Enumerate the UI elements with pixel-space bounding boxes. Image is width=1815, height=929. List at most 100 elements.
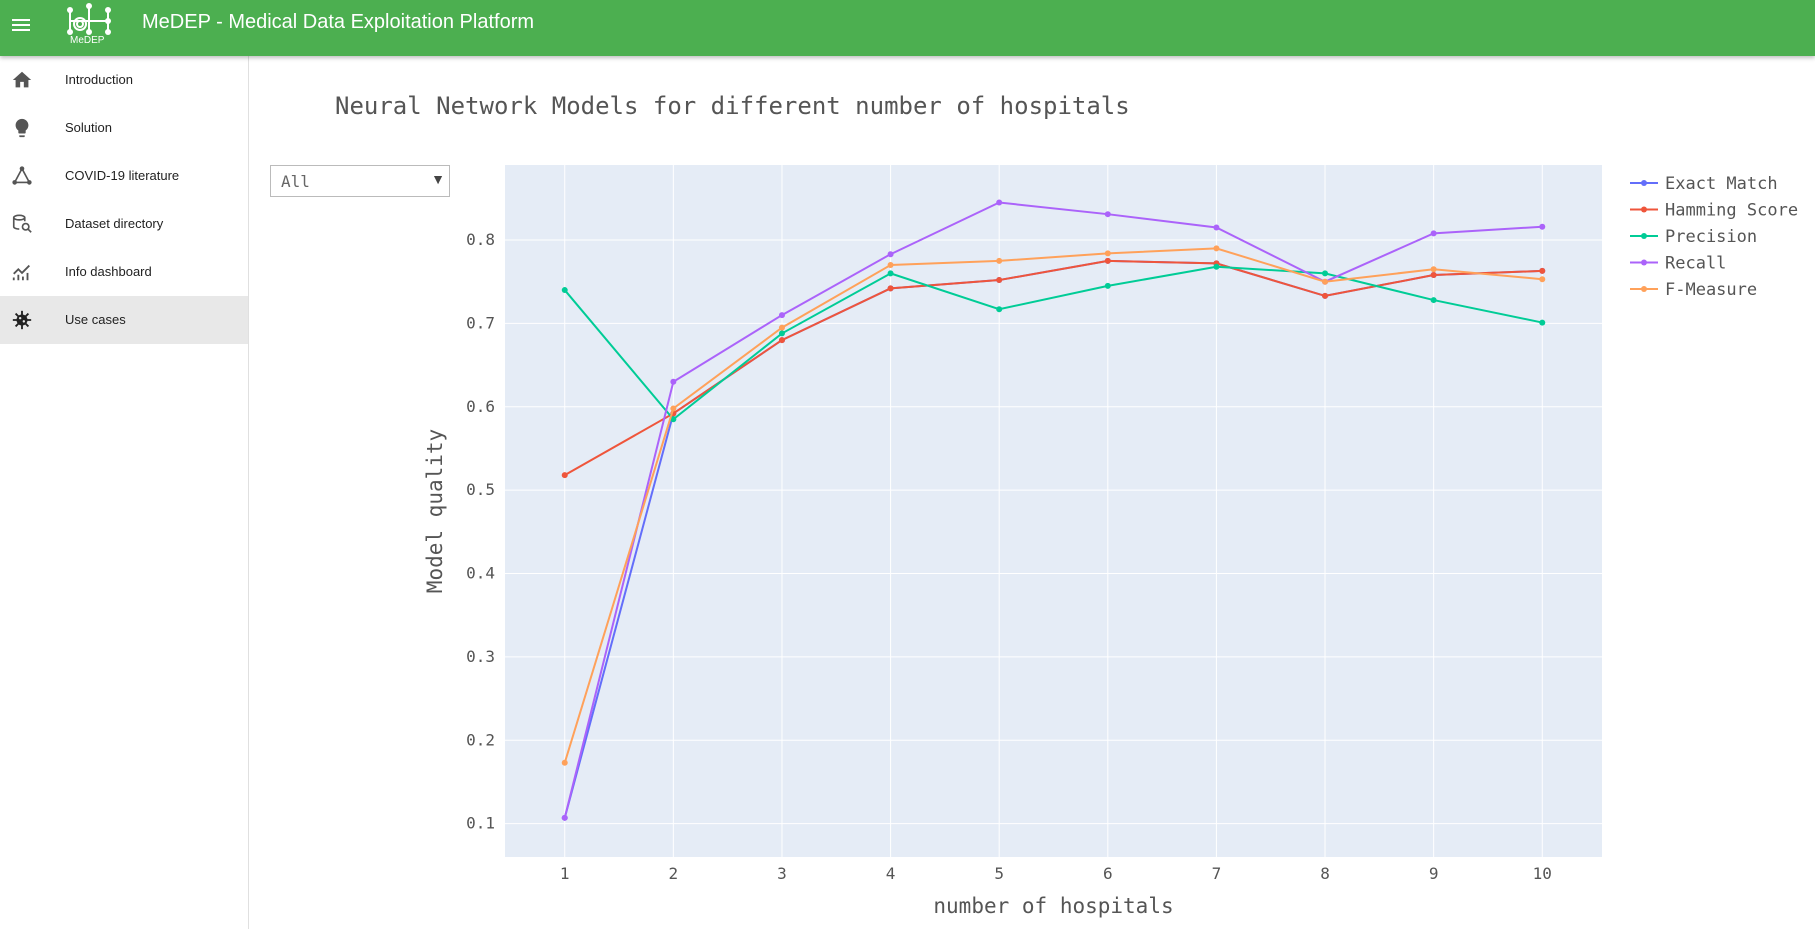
legend-label: F-Measure <box>1665 280 1757 300</box>
data-point <box>1539 319 1546 326</box>
legend-item: Precision <box>1630 227 1757 247</box>
x-axis-label: number of hospitals <box>933 894 1173 918</box>
sidebar-item-label: COVID-19 literature <box>65 168 180 183</box>
medep-logo-icon <box>67 3 111 35</box>
data-point <box>1430 297 1437 304</box>
data-point <box>996 257 1003 264</box>
data-point <box>1104 211 1111 218</box>
data-point <box>1430 230 1437 237</box>
graph-icon <box>12 166 32 185</box>
x-tick-label: 4 <box>886 864 896 883</box>
data-point <box>1539 276 1546 283</box>
data-point <box>887 270 894 277</box>
data-point <box>1213 245 1220 252</box>
data-point <box>887 262 894 269</box>
y-tick-label: 0.8 <box>466 230 495 249</box>
data-point <box>1430 266 1437 273</box>
app-title: MeDEP - Medical Data Exploitation Platfo… <box>142 11 535 33</box>
x-tick-label: 9 <box>1429 864 1439 883</box>
series-line <box>563 247 1543 764</box>
chart-icon <box>12 264 30 281</box>
sidebar-item-use-cases[interactable]: Use cases <box>0 296 248 344</box>
legend-item: F-Measure <box>1630 280 1757 300</box>
sidebar-item-label: Info dashboard <box>65 264 152 279</box>
sidebar-item-label: Introduction <box>65 72 133 87</box>
data-point <box>1539 267 1546 274</box>
legend-swatch-marker <box>1641 206 1647 213</box>
data-point <box>1322 270 1329 277</box>
data-point <box>996 277 1003 284</box>
legend-label: Exact Match <box>1665 174 1778 194</box>
series-line <box>563 265 1543 421</box>
data-point <box>996 199 1003 206</box>
sidebar: Introduction Solution COVID-19 literatur… <box>0 56 249 929</box>
data-point <box>778 324 785 331</box>
x-tick-label: 3 <box>777 864 787 883</box>
legend-swatch-marker <box>1641 180 1647 186</box>
y-axis-label: Model quality <box>423 429 447 593</box>
data-point <box>1104 282 1111 289</box>
x-tick-label: 2 <box>669 864 679 883</box>
series-line <box>563 201 1543 819</box>
series-precision <box>561 263 1546 423</box>
sidebar-item-covid-literature[interactable]: COVID-19 literature <box>0 152 248 200</box>
filter-dropdown[interactable]: All ▼ <box>270 165 450 197</box>
sidebar-item-introduction[interactable]: Introduction <box>0 56 248 104</box>
chart-title: Neural Network Models for different numb… <box>335 92 1130 120</box>
legend-item: Recall <box>1630 254 1726 274</box>
data-point <box>670 405 677 412</box>
y-tick-label: 0.6 <box>466 397 495 416</box>
data-point <box>1322 292 1329 299</box>
legend-swatch-marker <box>1641 286 1647 292</box>
data-point <box>1322 278 1329 285</box>
data-point <box>561 472 568 479</box>
data-point <box>670 378 677 385</box>
legend-label: Hamming Score <box>1665 201 1798 221</box>
y-tick-label: 0.3 <box>466 647 495 666</box>
data-point <box>887 285 894 292</box>
sidebar-item-info-dashboard[interactable]: Info dashboard <box>0 248 248 296</box>
legend-label: Precision <box>1665 227 1757 247</box>
app-bar: MeDEP MeDEP - Medical Data Exploitation … <box>0 0 1815 56</box>
y-tick-label: 0.4 <box>466 564 495 583</box>
data-point <box>561 759 568 766</box>
sidebar-item-solution[interactable]: Solution <box>0 104 248 152</box>
y-tick-label: 0.2 <box>466 730 495 749</box>
sidebar-item-label: Dataset directory <box>65 216 164 231</box>
legend-item: Exact Match <box>1630 174 1778 194</box>
virus-icon <box>12 310 32 330</box>
data-point <box>1213 224 1220 231</box>
data-point <box>887 251 894 258</box>
data-point <box>1539 223 1546 230</box>
data-point <box>778 312 785 319</box>
database-search-icon <box>12 214 32 233</box>
legend-label: Recall <box>1665 254 1726 274</box>
dropdown-arrow-icon: ▼ <box>431 171 445 187</box>
series-f-measure <box>561 245 1546 766</box>
y-tick-label: 0.7 <box>466 313 495 332</box>
plot-area <box>505 165 1602 857</box>
x-tick-label: 7 <box>1212 864 1222 883</box>
data-point <box>778 337 785 344</box>
data-point <box>1104 250 1111 257</box>
x-tick-label: 5 <box>994 864 1004 883</box>
lightbulb-icon <box>15 118 29 138</box>
x-tick-label: 10 <box>1533 864 1552 883</box>
series-recall <box>561 199 1546 821</box>
y-tick-label: 0.1 <box>466 814 495 833</box>
logo-text: MeDEP <box>70 35 105 46</box>
data-point <box>1430 272 1437 279</box>
menu-icon[interactable] <box>10 14 32 36</box>
data-point <box>561 287 568 294</box>
legend-swatch-marker <box>1641 233 1647 239</box>
filter-dropdown-value: All <box>281 172 310 191</box>
data-point <box>778 330 785 337</box>
data-point <box>670 416 677 423</box>
data-point <box>1104 257 1111 264</box>
sidebar-item-label: Use cases <box>65 312 126 327</box>
home-icon <box>12 71 32 88</box>
sidebar-item-dataset-directory[interactable]: Dataset directory <box>0 200 248 248</box>
data-point <box>561 814 568 821</box>
legend-swatch-marker <box>1641 259 1647 266</box>
